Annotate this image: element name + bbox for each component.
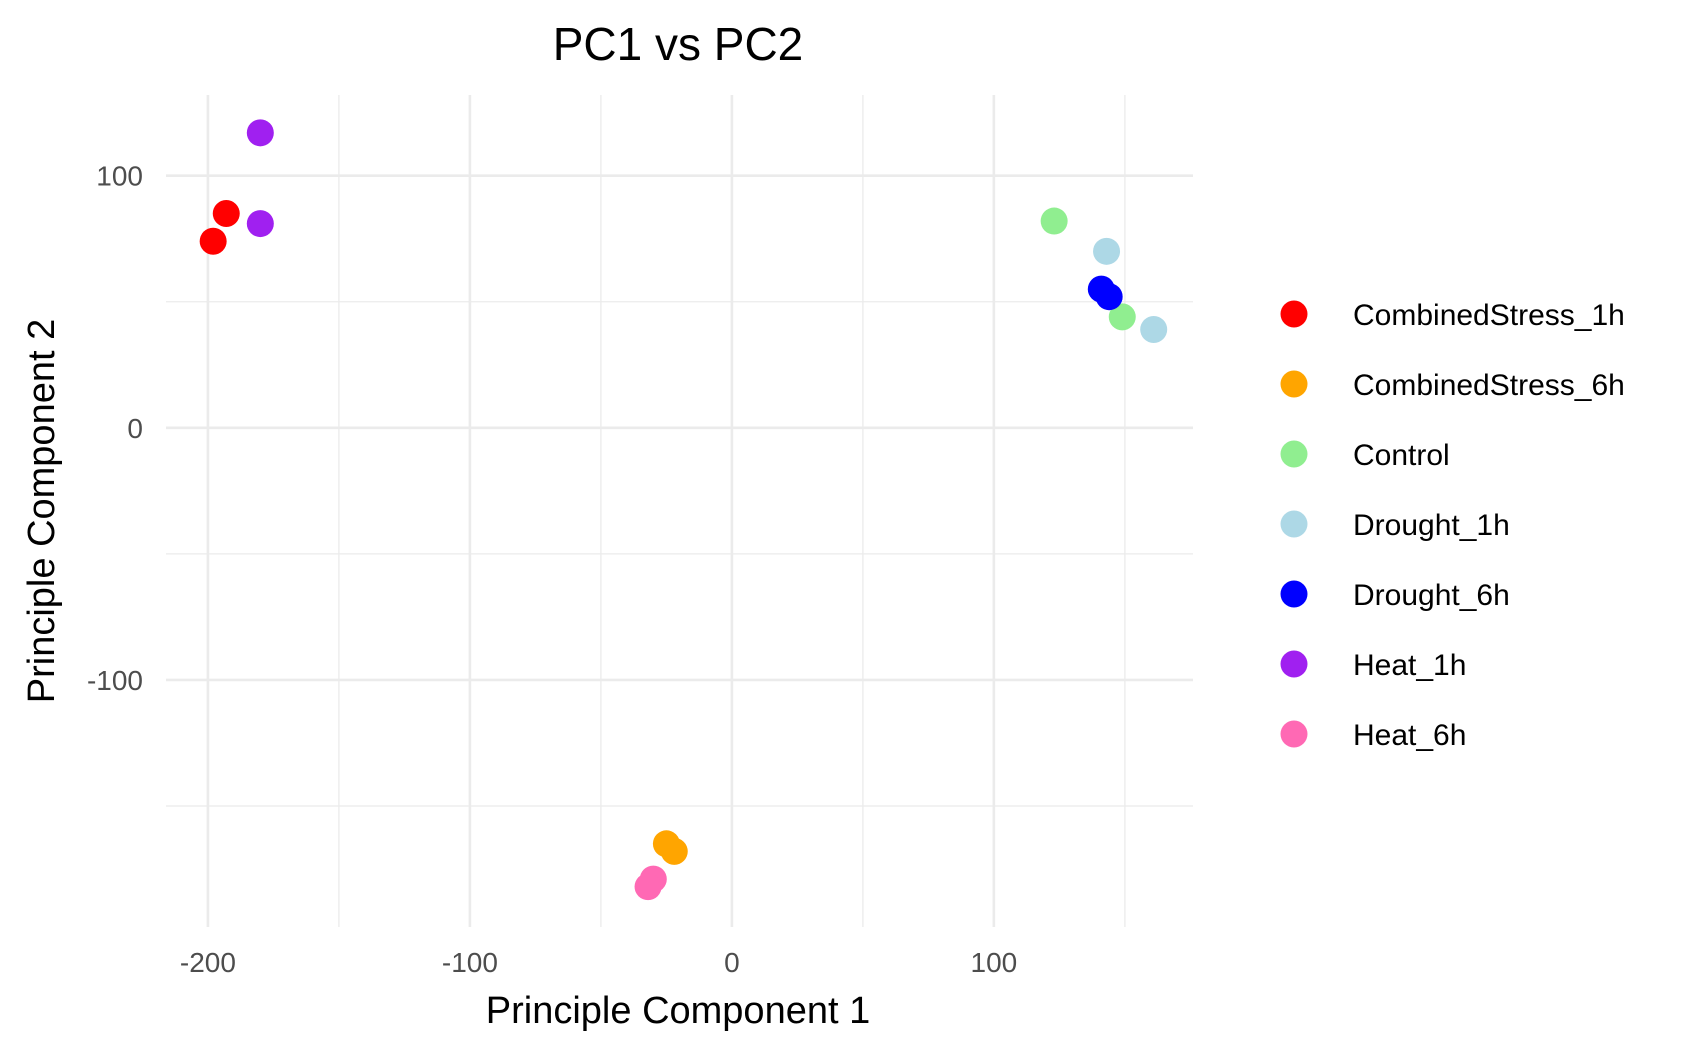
scatter-point [199, 227, 227, 255]
legend-key [1280, 370, 1308, 398]
scatter-point [634, 873, 662, 901]
legend-label: CombinedStress_1h [1353, 299, 1625, 332]
x-axis-ticks: -200 -100 0 100 [180, 947, 1017, 978]
scatter-point [1108, 303, 1136, 331]
legend-key [1280, 650, 1308, 678]
scatter-point [1095, 283, 1123, 311]
legend-label: CombinedStress_6h [1353, 369, 1625, 402]
scatter-point [1040, 207, 1068, 235]
legend-label: Heat_6h [1353, 719, 1466, 752]
y-axis-title: Principle Component 2 [21, 319, 63, 703]
y-axis-ticks: -100 0 100 [87, 161, 143, 696]
legend-label: Control [1353, 439, 1450, 472]
scatter-point [246, 210, 274, 238]
x-tick-label: -200 [180, 947, 236, 978]
scatter-point [246, 119, 274, 147]
data-points [199, 119, 1168, 901]
scatter-point [1140, 315, 1168, 343]
x-tick-label: 0 [724, 947, 740, 978]
legend-key [1280, 300, 1308, 328]
grid [166, 95, 1193, 927]
legend-key [1280, 440, 1308, 468]
y-tick-label: 100 [96, 161, 143, 192]
x-axis-title: Principle Component 1 [486, 990, 870, 1032]
scatter-point [660, 837, 688, 865]
legend-key [1280, 580, 1308, 608]
x-tick-label: 100 [971, 947, 1018, 978]
legend-label: Drought_1h [1353, 509, 1510, 542]
x-tick-label: -100 [442, 947, 498, 978]
scatter-point [212, 199, 240, 227]
legend-key [1280, 510, 1308, 538]
legend-label: Drought_6h [1353, 579, 1510, 612]
legend-key [1280, 720, 1308, 748]
legend-label: Heat_1h [1353, 649, 1466, 682]
y-tick-label: 0 [127, 413, 143, 444]
scatter-point [1093, 237, 1121, 265]
y-tick-label: -100 [87, 665, 143, 696]
legend: CombinedStress_1h CombinedStress_6h Contro… [1280, 299, 1625, 752]
chart-title: PC1 vs PC2 [553, 18, 804, 70]
